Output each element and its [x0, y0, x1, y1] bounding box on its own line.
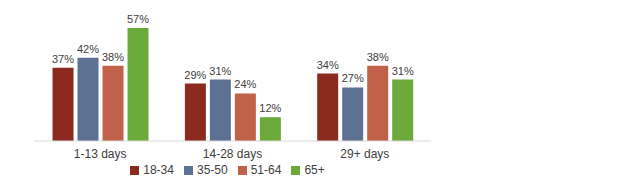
- svg-text:24%: 24%: [234, 78, 256, 90]
- svg-text:12%: 12%: [259, 102, 281, 114]
- svg-text:34%: 34%: [317, 59, 339, 71]
- html-text:35-50: 35-50: [197, 163, 228, 177]
- html-text:18-34: 18-34: [143, 163, 174, 177]
- svg-text:38%: 38%: [102, 51, 124, 63]
- svg-text:27%: 27%: [342, 72, 364, 84]
- html-text:65+: 65+: [304, 163, 325, 177]
- svg-text:57%: 57%: [127, 13, 149, 25]
- svg-text:14-28 days: 14-28 days: [203, 147, 262, 161]
- svg-text:31%: 31%: [392, 65, 414, 77]
- svg-text:31%: 31%: [209, 65, 231, 77]
- svg-text:29%: 29%: [184, 69, 206, 81]
- svg-text:38%: 38%: [367, 51, 389, 63]
- html-text:51-64: 51-64: [250, 163, 282, 177]
- svg-text:42%: 42%: [77, 43, 99, 55]
- svg-text:29+ days: 29+ days: [340, 147, 389, 161]
- svg-text:37%: 37%: [52, 53, 74, 65]
- svg-text:1-13 days: 1-13 days: [74, 147, 127, 161]
